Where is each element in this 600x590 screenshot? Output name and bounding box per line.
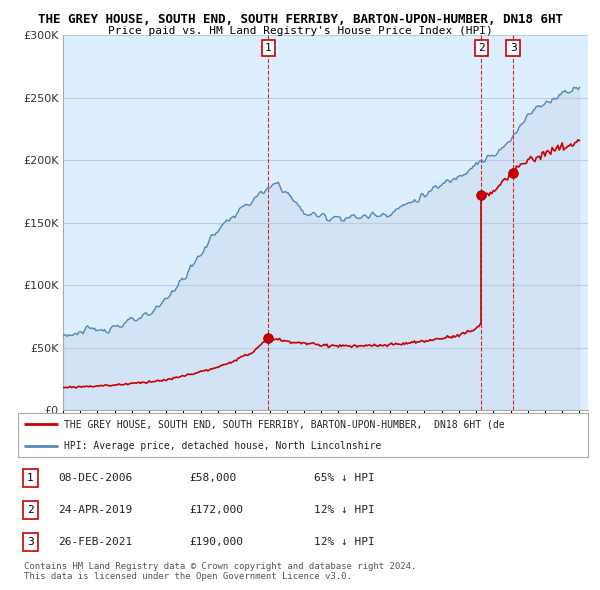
Text: 65% ↓ HPI: 65% ↓ HPI	[314, 473, 375, 483]
Text: 2: 2	[478, 43, 485, 53]
Text: THE GREY HOUSE, SOUTH END, SOUTH FERRIBY, BARTON-UPON-HUMBER, DN18 6HT: THE GREY HOUSE, SOUTH END, SOUTH FERRIBY…	[37, 13, 563, 26]
Text: 24-APR-2019: 24-APR-2019	[58, 505, 132, 515]
Text: Contains HM Land Registry data © Crown copyright and database right 2024.
This d: Contains HM Land Registry data © Crown c…	[24, 562, 416, 581]
Text: £58,000: £58,000	[189, 473, 236, 483]
Text: 08-DEC-2006: 08-DEC-2006	[58, 473, 132, 483]
Text: 3: 3	[27, 537, 34, 547]
Text: £190,000: £190,000	[189, 537, 243, 547]
Text: 12% ↓ HPI: 12% ↓ HPI	[314, 505, 375, 515]
Text: Price paid vs. HM Land Registry's House Price Index (HPI): Price paid vs. HM Land Registry's House …	[107, 26, 493, 36]
Text: 12% ↓ HPI: 12% ↓ HPI	[314, 537, 375, 547]
Text: 1: 1	[27, 473, 34, 483]
Text: 3: 3	[510, 43, 517, 53]
Text: 2: 2	[27, 505, 34, 515]
Text: 26-FEB-2021: 26-FEB-2021	[58, 537, 132, 547]
Text: HPI: Average price, detached house, North Lincolnshire: HPI: Average price, detached house, Nort…	[64, 441, 381, 451]
Text: 1: 1	[265, 43, 272, 53]
Text: £172,000: £172,000	[189, 505, 243, 515]
Text: THE GREY HOUSE, SOUTH END, SOUTH FERRIBY, BARTON-UPON-HUMBER,  DN18 6HT (de: THE GREY HOUSE, SOUTH END, SOUTH FERRIBY…	[64, 419, 504, 429]
